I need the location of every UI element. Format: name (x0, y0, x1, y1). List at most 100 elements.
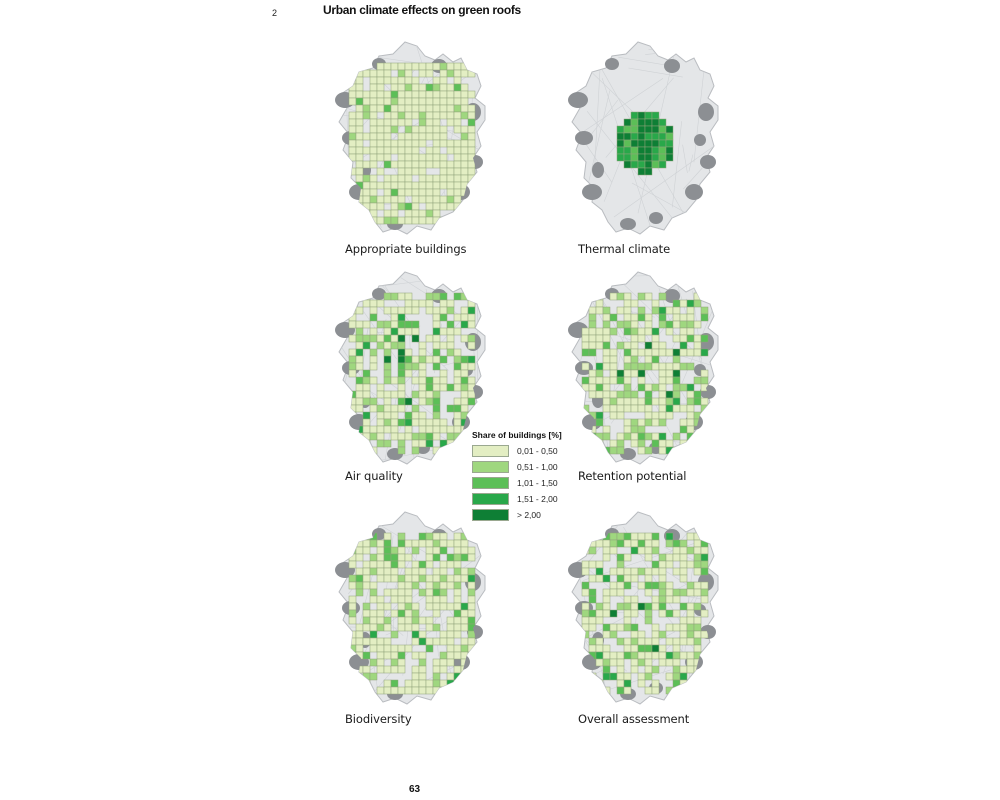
grid-cell (453, 665, 462, 674)
grid-cell (588, 595, 597, 604)
grid-cell (362, 216, 371, 225)
grid-cell (425, 581, 434, 590)
grid-cell (397, 160, 406, 169)
grid-cell (348, 167, 357, 176)
grid-cell (453, 644, 462, 653)
grid-cell (679, 637, 688, 646)
grid-cell (432, 104, 441, 113)
grid-cell (588, 306, 597, 315)
grid-cell (623, 160, 632, 169)
grid-cell (397, 432, 406, 441)
grid-cell (404, 581, 413, 590)
grid-cell (418, 574, 427, 583)
grid-cell (439, 167, 448, 176)
grid-cell (404, 209, 413, 218)
grid-cell (369, 327, 378, 336)
grid-cell (425, 686, 434, 695)
grid-cell (369, 348, 378, 357)
grid-cell (397, 139, 406, 148)
grid-cell (467, 118, 476, 127)
grid-cell (425, 397, 434, 406)
grid-cell (446, 188, 455, 197)
grid-cell (369, 355, 378, 364)
grid-cell (425, 616, 434, 625)
grid-cell (369, 404, 378, 413)
grid-cell (397, 665, 406, 674)
grid-cell (390, 188, 399, 197)
grid-cell (686, 602, 695, 611)
grid-cell (446, 202, 455, 211)
grid-cell (453, 376, 462, 385)
grid-cell (376, 390, 385, 399)
grid-cell (446, 195, 455, 204)
grid-cell (700, 532, 709, 541)
grid-cell (665, 125, 674, 134)
grid-cell (644, 553, 653, 562)
grid-cell (362, 320, 371, 329)
grid-cell (376, 546, 385, 555)
grid-cell (439, 104, 448, 113)
grid-cell (658, 567, 667, 576)
grid-cell (432, 181, 441, 190)
grid-cell (425, 623, 434, 632)
grid-cell (369, 581, 378, 590)
grid-cell (616, 125, 625, 134)
grid-cell (700, 553, 709, 562)
grid-cell (404, 306, 413, 315)
grid-cell (595, 658, 604, 667)
grid-cell (355, 623, 364, 632)
grid-cell (397, 532, 406, 541)
grid-cell (446, 383, 455, 392)
grid-cell (404, 411, 413, 420)
grid-cell (700, 588, 709, 597)
grid-cell (369, 623, 378, 632)
grid-cell (397, 376, 406, 385)
grid-cell (348, 299, 357, 308)
grid-cell (672, 355, 681, 364)
grid-cell (453, 532, 462, 541)
grid-cell (467, 104, 476, 113)
grid-cell (418, 651, 427, 660)
grid-cell (630, 146, 639, 155)
grid-cell (644, 411, 653, 420)
grid-cell (602, 630, 611, 639)
grid-cell (609, 404, 618, 413)
grid-cell (630, 595, 639, 604)
grid-cell (623, 327, 632, 336)
grid-cell (651, 348, 660, 357)
grid-cell (362, 616, 371, 625)
grid-cell (432, 174, 441, 183)
grid-cell (425, 532, 434, 541)
grid-cell (602, 539, 611, 548)
grid-cell (665, 588, 674, 597)
grid-cell (672, 446, 681, 455)
page-number: 63 (409, 784, 421, 795)
grid-cell (623, 299, 632, 308)
grid-cell (390, 595, 399, 604)
grid-cell (397, 560, 406, 569)
grid-cell (467, 602, 476, 611)
grid-cell (700, 439, 709, 448)
grid-cell (644, 313, 653, 322)
grid-cell (355, 153, 364, 162)
grid-cell (630, 111, 639, 120)
grid-cell (425, 174, 434, 183)
grid-cell (411, 679, 420, 688)
grid-cell (581, 327, 590, 336)
grid-cell (432, 76, 441, 85)
grid-cell (467, 616, 476, 625)
grid-cell (644, 118, 653, 127)
built-area (568, 92, 588, 108)
grid-cell (397, 581, 406, 590)
grid-cell (397, 404, 406, 413)
grid-cell (616, 132, 625, 141)
grid-cell (369, 609, 378, 618)
grid-cell (425, 539, 434, 548)
grid-cell (623, 125, 632, 134)
grid-cell (658, 132, 667, 141)
grid-cell (432, 679, 441, 688)
grid-cell (425, 153, 434, 162)
grid-cell (404, 216, 413, 225)
grid-cell (637, 348, 646, 357)
grid-cell (609, 546, 618, 555)
